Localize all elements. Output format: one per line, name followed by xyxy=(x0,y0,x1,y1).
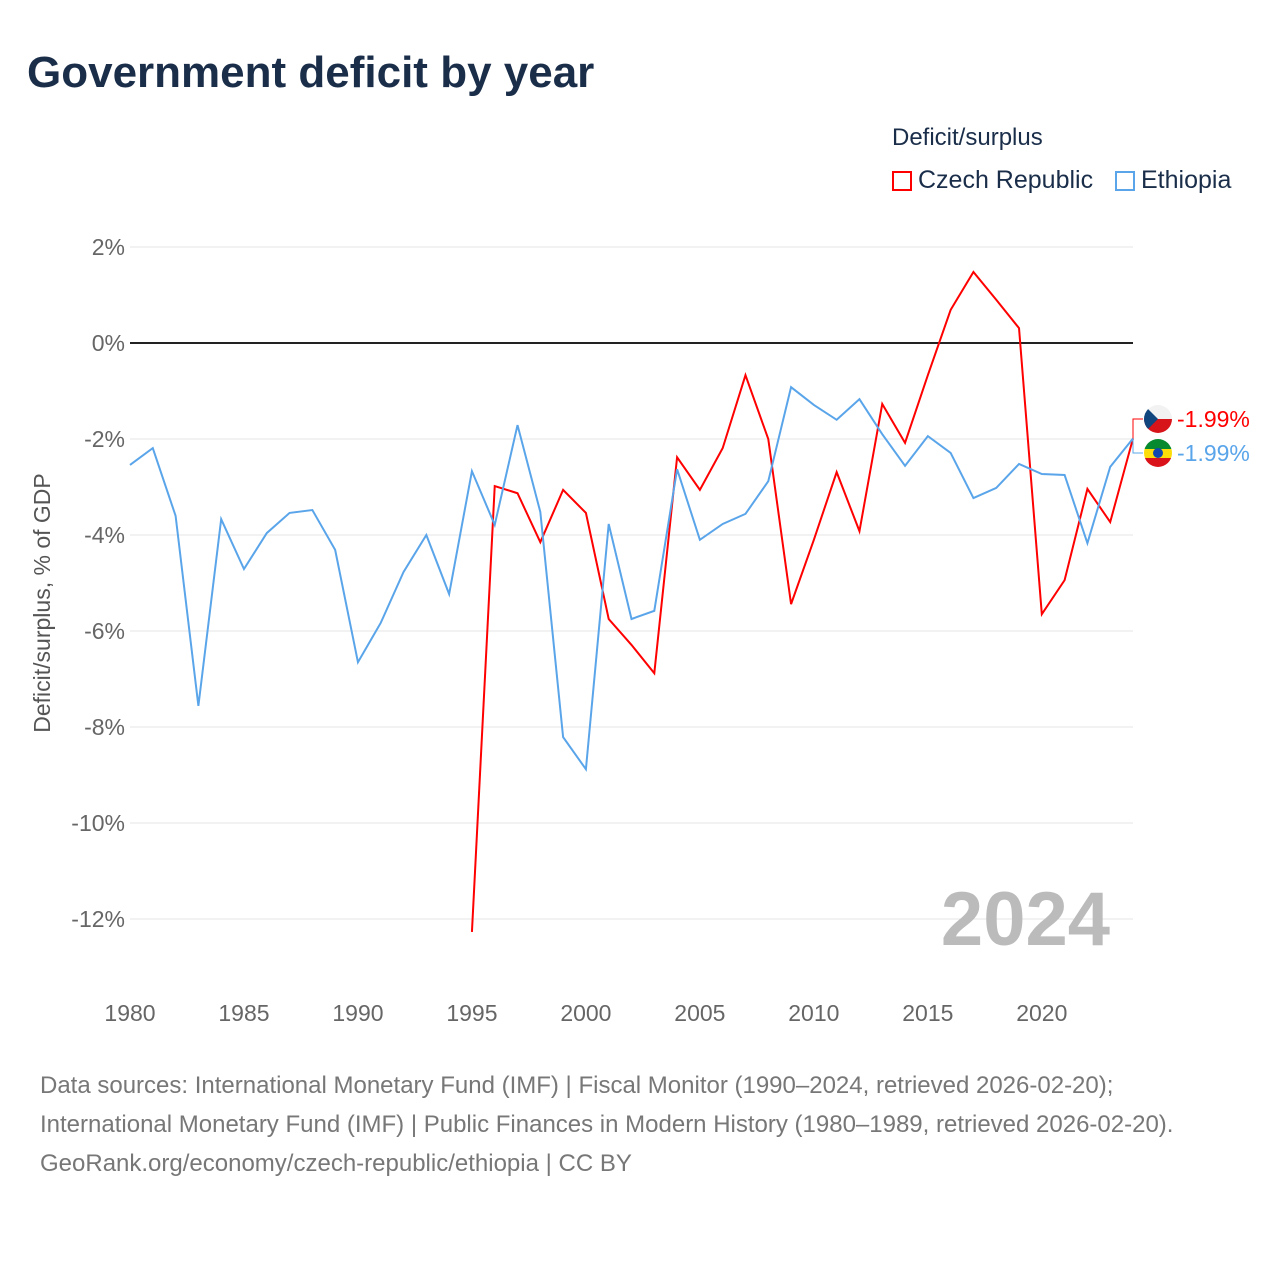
page-title: Government deficit by year xyxy=(27,48,595,97)
x-tick-label: 2015 xyxy=(902,1000,953,1026)
x-tick-label: 2005 xyxy=(674,1000,725,1026)
label-connector xyxy=(1132,438,1143,454)
czech-flag-icon xyxy=(1144,405,1158,433)
x-tick-label: 1985 xyxy=(218,1000,269,1026)
x-tick-label: 2010 xyxy=(788,1000,839,1026)
source-line: International Monetary Fund (IMF) | Publ… xyxy=(40,1111,1174,1138)
y-tick-label: -6% xyxy=(84,618,125,644)
legend-label: Ethiopia xyxy=(1141,166,1232,194)
x-tick-label: 1980 xyxy=(104,1000,155,1026)
x-tick-label: 1995 xyxy=(446,1000,497,1026)
legend-item-czech-republic[interactable]: Czech Republic xyxy=(892,166,1093,195)
sources: Data sources: International Monetary Fun… xyxy=(40,1066,1240,1183)
y-tick-label: 2% xyxy=(92,234,125,260)
y-axis-label: Deficit/surplus, % of GDP xyxy=(29,473,55,732)
y-tick-label: -12% xyxy=(71,906,125,932)
year-watermark: 2024 xyxy=(941,877,1110,962)
line-chart: 2% 0% -2% -4% -6% -8% -10% -12% 1980 1985 1990 1995… xyxy=(29,234,1250,1026)
legend-title: Deficit/surplus xyxy=(892,124,1043,151)
y-tick-label: -2% xyxy=(84,426,125,452)
ethiopia-flag-icon xyxy=(1144,458,1172,467)
y-tick-label: 0% xyxy=(92,330,125,356)
legend-item-ethiopia[interactable]: Ethiopia xyxy=(1115,166,1231,195)
y-tick-label: -10% xyxy=(71,810,125,836)
x-tick-label: 1990 xyxy=(332,1000,383,1026)
end-value-label: -1.99% xyxy=(1177,440,1250,466)
source-link[interactable]: GeoRank.org/economy/czech-republic/ethio… xyxy=(40,1150,632,1177)
ethiopia-flag-icon xyxy=(1153,448,1163,458)
legend-swatch xyxy=(1115,170,1135,191)
y-tick-label: -4% xyxy=(84,522,125,548)
legend-swatch xyxy=(892,170,912,191)
series-line-ethiopia xyxy=(129,385,1134,773)
x-tick-label: 2000 xyxy=(560,1000,611,1026)
legend-label: Czech Republic xyxy=(918,166,1094,194)
x-tick-label: 2020 xyxy=(1016,1000,1067,1026)
y-tick-label: -8% xyxy=(84,714,125,740)
ethiopia-flag-icon xyxy=(1144,439,1172,449)
source-line: Data sources: International Monetary Fun… xyxy=(40,1072,1114,1099)
label-connector xyxy=(1132,418,1143,439)
end-value-label: -1.99% xyxy=(1177,406,1250,432)
series-line-czech-republic xyxy=(470,270,1134,933)
